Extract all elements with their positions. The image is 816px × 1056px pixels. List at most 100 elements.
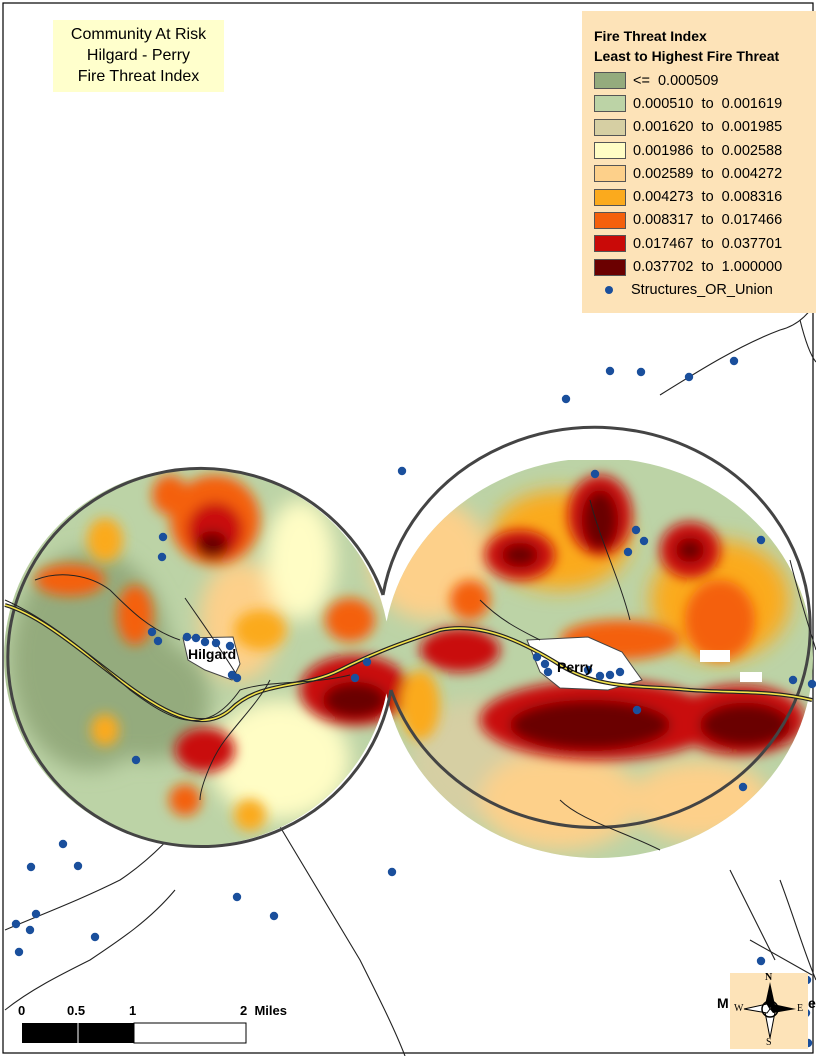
- hilgard-urban-area: [182, 636, 241, 681]
- structure-point: [788, 675, 798, 685]
- risk-zone-outline: [6, 425, 812, 848]
- structure-point: [756, 956, 766, 966]
- legend-item: 0.001986 to 0.002588: [594, 139, 816, 162]
- south-letter: S: [766, 1037, 772, 1048]
- legend-item-label: 0.017467 to 0.037701: [633, 235, 783, 252]
- structure-point: [157, 552, 167, 562]
- legend-item: 0.002589 to 0.004272: [594, 162, 816, 185]
- structure-point: [14, 947, 24, 957]
- east-letter: E: [797, 1003, 804, 1014]
- structure-point: [158, 532, 168, 542]
- north-letter: N: [765, 972, 773, 983]
- structure-point: [605, 670, 615, 680]
- legend-item: 0.037702 to 1.000000: [594, 255, 816, 278]
- legend-item-label: 0.001986 to 0.002588: [633, 142, 783, 159]
- structure-point: [90, 932, 100, 942]
- legend-swatch: [594, 95, 626, 113]
- structure-point: [182, 632, 192, 642]
- legend-subheading: Least to Highest Fire Threat: [594, 48, 780, 64]
- structure-point: [615, 667, 625, 677]
- structure-point: [25, 925, 35, 935]
- structure-point: [756, 535, 766, 545]
- legend-item-structures: Structures_OR_Union: [594, 279, 816, 302]
- structure-point: [232, 673, 242, 683]
- scale-bar: [22, 1022, 247, 1044]
- legend-item-label: 0.037702 to 1.000000: [633, 259, 783, 276]
- map-title: Community At Risk Hilgard - Perry Fire T…: [53, 20, 224, 92]
- structure-point: [532, 652, 542, 662]
- edge-label-e: e: [808, 995, 816, 1011]
- structure-point: [632, 705, 642, 715]
- legend-item-label: 0.004273 to 0.008316: [633, 189, 783, 206]
- fire-threat-surface: [4, 460, 813, 858]
- structures-layer: [11, 356, 816, 1048]
- west-letter: W: [734, 1003, 744, 1014]
- structure-point: [362, 657, 372, 667]
- legend-swatch: [594, 118, 626, 136]
- structure-point: [561, 394, 571, 404]
- structure-point: [26, 862, 36, 872]
- title-line-2: Hilgard - Perry: [86, 47, 191, 64]
- structure-point: [639, 536, 649, 546]
- structure-point: [131, 755, 141, 765]
- structure-point: [636, 367, 646, 377]
- legend-item-label: 0.000510 to 0.001619: [633, 95, 783, 112]
- structure-point: [269, 911, 279, 921]
- structure-point: [540, 659, 550, 669]
- place-label-hilgard: Hilgard: [188, 646, 237, 662]
- legend-item-label: <= 0.000509: [633, 72, 719, 89]
- structure-point: [605, 366, 615, 376]
- legend-item: 0.000510 to 0.001619: [594, 92, 816, 115]
- structure-point: [153, 636, 163, 646]
- structure-point-icon: [605, 286, 613, 295]
- structure-point: [147, 627, 157, 637]
- legend-item: 0.004273 to 0.008316: [594, 185, 816, 208]
- structure-point: [631, 525, 641, 535]
- legend-item-label: 0.008317 to 0.017466: [633, 212, 783, 229]
- legend-swatch: [594, 211, 626, 229]
- edge-label-m: M: [717, 995, 729, 1011]
- highway: [4, 599, 813, 723]
- structure-point: [232, 892, 242, 902]
- title-line-1: Community At Risk: [70, 26, 207, 43]
- structure-point: [387, 867, 397, 877]
- structure-point: [200, 637, 210, 647]
- structure-point: [225, 641, 235, 651]
- structure-point: [350, 673, 360, 683]
- legend-swatch: [594, 142, 626, 160]
- legend-item: 0.008317 to 0.017466: [594, 209, 816, 232]
- legend-heading: Fire Threat Index: [594, 28, 707, 44]
- place-label-perry: Perry: [557, 659, 593, 675]
- structure-point: [738, 782, 748, 792]
- structure-point: [543, 667, 553, 677]
- structure-point: [595, 671, 605, 681]
- legend-swatch: [594, 72, 626, 90]
- legend-item-label: 0.001620 to 0.001985: [633, 119, 783, 136]
- structure-point: [583, 665, 593, 675]
- legend-item: <= 0.000509: [594, 69, 816, 92]
- structure-point: [623, 547, 633, 557]
- scale-label-2-miles: 2 Miles: [240, 1003, 287, 1018]
- legend-swatch: [594, 235, 626, 253]
- legend-swatch: [594, 165, 626, 183]
- scale-label-0: 0: [18, 1003, 26, 1018]
- structure-point: [211, 638, 221, 648]
- legend-item: 0.017467 to 0.037701: [594, 232, 816, 255]
- north-arrow-icon: [730, 973, 808, 1049]
- structure-point: [729, 356, 739, 366]
- legend-item-label: Structures_OR_Union: [631, 282, 773, 299]
- title-line-3: Fire Threat Index: [77, 68, 200, 85]
- local-roads: [34, 499, 816, 851]
- legend-swatch: [594, 188, 626, 206]
- scale-label-0-5: 0.5: [67, 1003, 86, 1018]
- structure-point: [11, 919, 21, 929]
- structure-point: [73, 861, 83, 871]
- scale-label-1: 1: [129, 1003, 137, 1018]
- legend-swatch: [594, 258, 626, 276]
- structure-point: [590, 469, 600, 479]
- structure-point: [807, 679, 816, 689]
- structure-point: [684, 372, 694, 382]
- legend-item: 0.001620 to 0.001985: [594, 116, 816, 139]
